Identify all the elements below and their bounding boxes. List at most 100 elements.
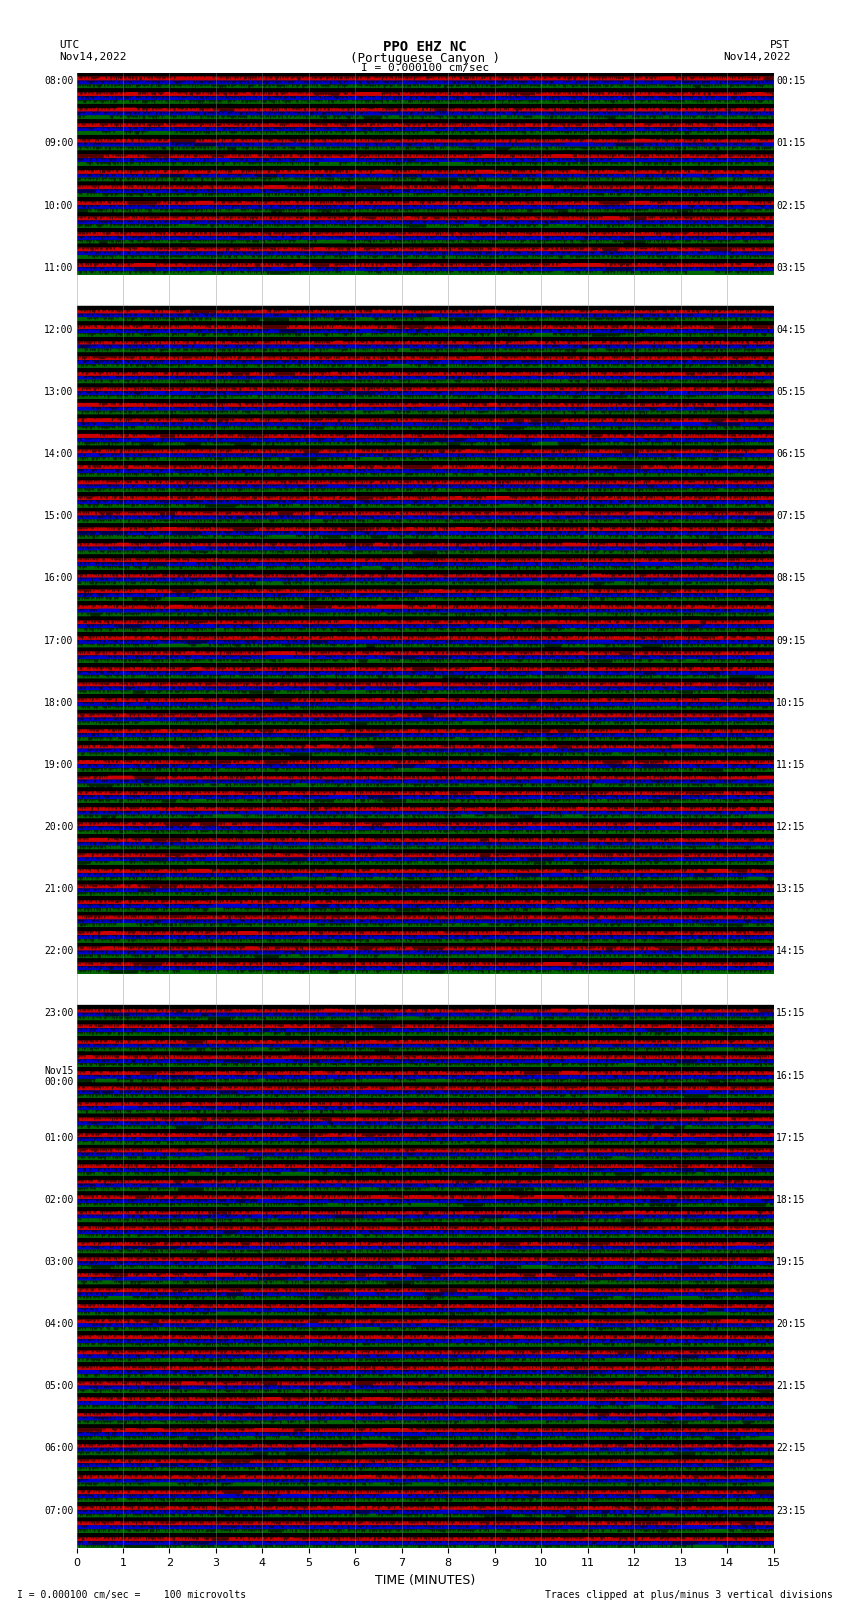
- Bar: [76, 473, 774, 476]
- Bar: [76, 1358, 774, 1361]
- Bar: [76, 508, 774, 511]
- Bar: [76, 1126, 774, 1129]
- Bar: [76, 503, 774, 508]
- Bar: [76, 1502, 774, 1507]
- Bar: [76, 1094, 774, 1098]
- Bar: [76, 1444, 774, 1447]
- Bar: [76, 566, 774, 569]
- Bar: [76, 989, 774, 1005]
- Bar: [76, 1090, 774, 1094]
- Bar: [76, 955, 774, 958]
- Bar: [76, 919, 774, 923]
- Bar: [76, 1440, 774, 1444]
- Bar: [76, 1421, 774, 1424]
- Bar: [76, 142, 774, 147]
- Bar: [76, 1336, 774, 1339]
- Bar: [76, 115, 774, 119]
- Bar: [76, 1521, 774, 1526]
- Bar: [76, 139, 774, 142]
- Bar: [76, 166, 774, 169]
- Bar: [76, 873, 774, 876]
- Bar: [76, 1203, 774, 1207]
- Bar: [76, 437, 774, 442]
- Bar: [76, 908, 774, 911]
- Bar: [76, 1245, 774, 1250]
- Bar: [76, 1526, 774, 1529]
- Bar: [76, 337, 774, 340]
- Bar: [76, 450, 774, 453]
- Bar: [76, 1253, 774, 1257]
- Bar: [76, 737, 774, 740]
- Bar: [76, 1250, 774, 1253]
- Bar: [76, 1466, 774, 1471]
- Bar: [76, 1436, 774, 1440]
- Bar: [76, 969, 774, 974]
- Bar: [76, 550, 774, 555]
- Bar: [76, 536, 774, 539]
- Bar: [76, 1494, 774, 1498]
- Bar: [76, 1152, 774, 1157]
- Bar: [76, 274, 774, 290]
- Bar: [76, 1416, 774, 1421]
- Bar: [76, 131, 774, 135]
- Bar: [76, 1198, 774, 1203]
- Bar: [76, 939, 774, 942]
- Bar: [76, 1021, 774, 1024]
- Bar: [76, 329, 774, 332]
- Bar: [76, 1132, 774, 1137]
- Bar: [76, 1378, 774, 1381]
- Bar: [76, 326, 774, 329]
- Bar: [76, 589, 774, 594]
- Bar: [76, 702, 774, 705]
- Bar: [76, 776, 774, 779]
- Bar: [76, 356, 774, 360]
- Bar: [76, 1479, 774, 1482]
- Bar: [76, 748, 774, 752]
- Bar: [76, 1518, 774, 1521]
- Bar: [76, 760, 774, 765]
- Bar: [76, 1052, 774, 1055]
- Bar: [76, 1231, 774, 1234]
- Bar: [76, 803, 774, 806]
- Bar: [76, 1063, 774, 1066]
- Bar: [76, 950, 774, 955]
- Bar: [76, 123, 774, 127]
- Bar: [76, 177, 774, 181]
- Bar: [76, 815, 774, 818]
- Bar: [76, 305, 774, 310]
- Bar: [76, 784, 774, 787]
- Bar: [76, 942, 774, 947]
- Bar: [76, 1215, 774, 1218]
- Bar: [76, 340, 774, 345]
- Bar: [76, 721, 774, 726]
- Bar: [76, 76, 774, 81]
- Bar: [76, 511, 774, 516]
- Bar: [76, 1237, 774, 1242]
- Bar: [76, 461, 774, 465]
- Bar: [76, 92, 774, 95]
- Bar: [76, 1107, 774, 1110]
- Bar: [76, 923, 774, 927]
- Bar: [76, 410, 774, 415]
- Bar: [76, 465, 774, 469]
- Bar: [76, 1066, 774, 1071]
- Bar: [76, 561, 774, 566]
- Bar: [76, 103, 774, 108]
- Bar: [76, 360, 774, 365]
- Bar: [76, 682, 774, 686]
- Bar: [76, 765, 774, 768]
- Bar: [76, 861, 774, 865]
- Bar: [76, 1284, 774, 1289]
- Bar: [76, 290, 774, 305]
- Bar: [76, 89, 774, 92]
- Bar: [76, 1102, 774, 1107]
- Bar: [76, 1098, 774, 1102]
- Bar: [76, 1300, 774, 1303]
- Bar: [76, 539, 774, 542]
- Bar: [76, 798, 774, 803]
- Bar: [76, 1361, 774, 1366]
- Bar: [76, 1432, 774, 1436]
- Bar: [76, 790, 774, 795]
- Bar: [76, 352, 774, 356]
- Bar: [76, 1316, 774, 1319]
